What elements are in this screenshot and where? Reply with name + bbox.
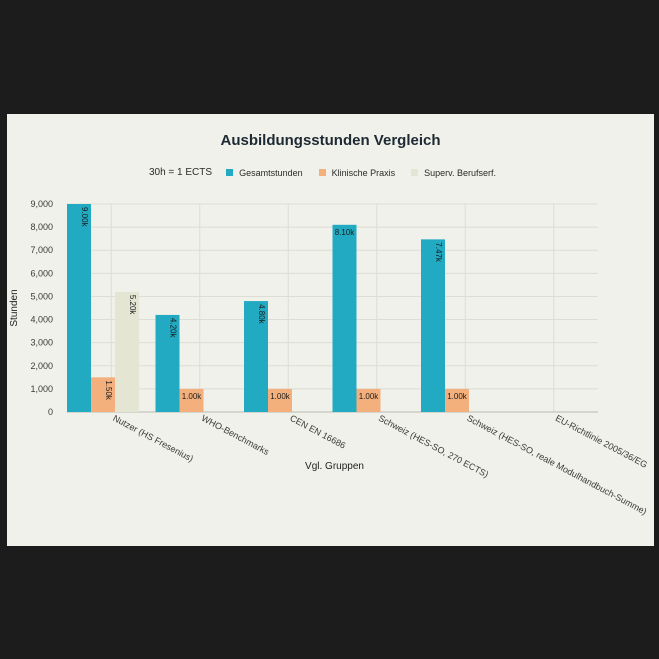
bar: [179, 388, 204, 412]
legend-item-klinische-praxis[interactable]: Klinische Praxis: [318, 167, 396, 178]
x-tick-label: CEN EN 16686: [288, 413, 347, 451]
bar-data-label: 7.47k: [434, 242, 443, 263]
bar-data-label: 9.00k: [80, 207, 89, 228]
y-tick-label: 2,000: [30, 361, 53, 371]
bar: [332, 224, 357, 412]
legend-title: 30h = 1 ECTS: [148, 167, 213, 178]
y-tick-label: 6,000: [30, 268, 53, 278]
bar-chart-plot: 0 1,000 2,000 3,000 4,000 5,000 6,000 7,000 8,00…: [9, 199, 649, 517]
y-tick-label: 4,000: [30, 315, 53, 325]
bar-data-label: 4.80k: [257, 304, 266, 325]
y-tick-label: 9,000: [30, 199, 53, 209]
legend-swatch-superv-berufserf: [411, 169, 419, 176]
bar-data-label: 1.00k: [270, 392, 291, 401]
legend-swatch-gesamtstunden: [226, 169, 234, 176]
bar: [244, 301, 268, 412]
legend-label-klinische-praxis: Klinische Praxis: [331, 167, 396, 178]
chart-legend: 30h = 1 ECTS Gesamtstunden Klinische Pra…: [7, 167, 654, 178]
y-tick-label: 3,000: [30, 338, 53, 348]
x-tick-label: EU-Richtlinie 2005/36/EG: [554, 413, 649, 470]
x-tick-label: WHO-Benchmarks: [200, 413, 271, 457]
bar: [91, 377, 115, 412]
bar: [421, 239, 445, 412]
y-tick-label: 8,000: [30, 222, 53, 232]
bar-data-label: 4.20k: [169, 318, 178, 339]
y-tick-label: 0: [48, 407, 53, 417]
y-tick-label: 1,000: [30, 384, 53, 394]
bar: [268, 388, 292, 412]
x-tick-label: Schweiz (HES-SO, reale Modulhandbuch-Sum…: [465, 413, 648, 517]
y-axis-label: Stunden: [9, 289, 20, 326]
legend-item-gesamtstunden[interactable]: Gesamtstunden: [226, 168, 303, 178]
legend-item-superv-berufserf[interactable]: Superv. Berufserf.: [411, 168, 496, 178]
bar: [155, 314, 180, 412]
legend-label-superv-berufserf: Superv. Berufserf.: [424, 167, 497, 178]
y-tick-label: 7,000: [30, 245, 53, 255]
bar: [445, 388, 469, 412]
bar-data-label: 5.20k: [128, 295, 137, 316]
chart-title: Ausbildungsstunden Vergleich: [220, 132, 441, 149]
chart-card: Ausbildungsstunden Vergleich 30h = 1 ECT…: [7, 114, 654, 546]
bar: [115, 291, 139, 412]
bar-data-label: 1.00k: [359, 392, 380, 401]
y-tick-label: 5,000: [30, 291, 53, 301]
legend-label-gesamtstunden: Gesamtstunden: [239, 167, 303, 178]
bar-data-label: 1.00k: [447, 392, 468, 401]
legend-swatch-klinische-praxis: [318, 169, 326, 176]
bar-data-label: 8.10k: [335, 228, 356, 237]
x-tick-label: Nutzer (HS Fresenius): [111, 413, 195, 464]
x-axis-label: Vgl. Gruppen: [305, 461, 364, 472]
bar: [356, 388, 381, 412]
bar-data-label: 1.50k: [104, 380, 113, 401]
bar: [67, 204, 91, 412]
bar-data-label: 1.00k: [182, 392, 203, 401]
